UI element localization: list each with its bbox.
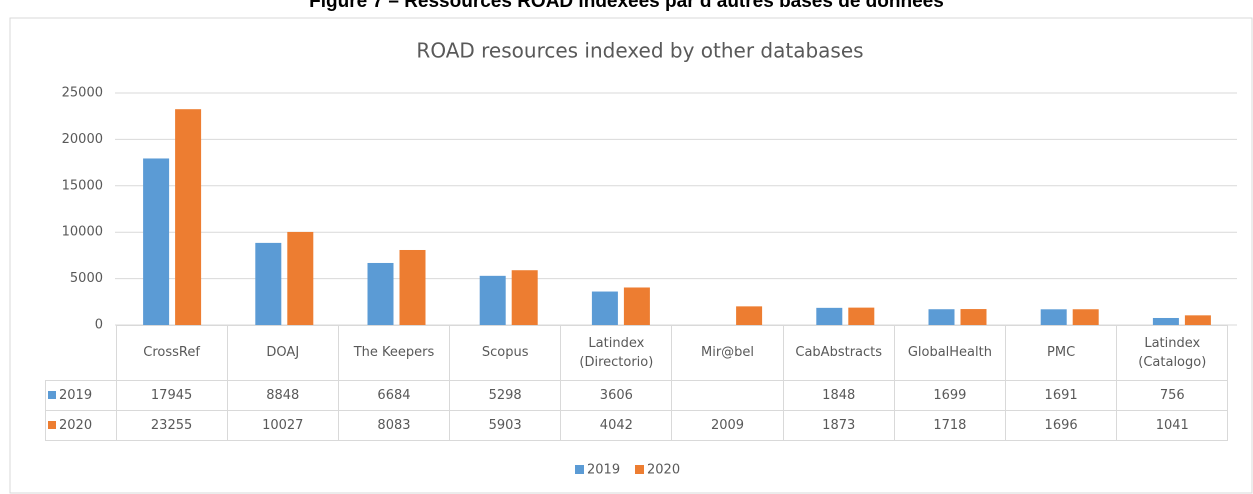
category-label: Latindex (Catalogo) xyxy=(1116,325,1229,381)
chart-title: ROAD resources indexed by other database… xyxy=(416,39,863,63)
bar xyxy=(623,287,650,325)
table-value: 4042 xyxy=(560,409,673,441)
series-label: 2019 xyxy=(59,387,93,403)
category-label: CrossRef xyxy=(115,325,228,381)
table-corner xyxy=(45,325,117,381)
table-value: 8848 xyxy=(226,379,339,411)
table-value: 1699 xyxy=(893,379,1007,411)
bar xyxy=(928,309,955,325)
table-value: 1691 xyxy=(1004,379,1118,411)
bar xyxy=(960,309,987,325)
category-label: Mir@bel xyxy=(671,325,784,381)
bar xyxy=(287,231,314,325)
category-label: Scopus xyxy=(449,325,562,381)
table-value: 5903 xyxy=(449,409,562,441)
table-value xyxy=(671,379,784,411)
table-row: 2020 23255 10027 8083 5903 4042 2009 1873 1718 16… xyxy=(45,409,1229,441)
table-value: 1873 xyxy=(782,409,895,441)
bar xyxy=(479,275,506,325)
data-table: CrossRef DOAJ The Keepers Scopus Latindex (D… xyxy=(45,325,1229,441)
table-value: 10027 xyxy=(226,409,339,441)
table-value: 756 xyxy=(1116,379,1229,411)
category-label: DOAJ xyxy=(226,325,339,381)
table-value: 3606 xyxy=(560,379,673,411)
page-title: Figure 7 – Ressources ROAD indexées par … xyxy=(309,0,944,12)
table-value: 17945 xyxy=(115,379,228,411)
series-label-cell: 2020 xyxy=(45,409,117,441)
bar xyxy=(175,109,202,325)
bar xyxy=(399,249,426,325)
category-label: PMC xyxy=(1004,325,1118,381)
bar xyxy=(511,270,538,325)
category-label: CabAbstracts xyxy=(782,325,895,381)
table-value: 1718 xyxy=(893,409,1007,441)
bar xyxy=(1184,315,1211,325)
category-label: GlobalHealth xyxy=(893,325,1007,381)
legend-key xyxy=(48,420,56,429)
category-label: The Keepers xyxy=(337,325,451,381)
y-tick-label: 15000 xyxy=(62,178,103,193)
bar xyxy=(143,158,170,325)
table-value: 5298 xyxy=(449,379,562,411)
bar xyxy=(848,307,875,325)
table-row: 2019 17945 8848 6684 5298 3606 1848 1699 1691 756 xyxy=(45,379,1229,411)
bar xyxy=(1040,309,1067,325)
legend-swatch xyxy=(575,465,584,474)
legend-swatch xyxy=(635,465,644,474)
table-value: 1848 xyxy=(782,379,895,411)
y-tick-label: 20000 xyxy=(62,132,103,147)
legend-key xyxy=(48,390,56,399)
bar xyxy=(367,262,394,325)
bar xyxy=(255,242,282,325)
y-tick-label: 10000 xyxy=(62,225,103,240)
table-value: 2009 xyxy=(671,409,784,441)
table-value: 23255 xyxy=(115,409,228,441)
category-label: Latindex (Directorio) xyxy=(560,325,673,381)
bar xyxy=(1072,309,1099,325)
table-value: 1696 xyxy=(1004,409,1118,441)
legend-label: 2020 xyxy=(647,463,680,478)
table-value: 8083 xyxy=(337,409,451,441)
y-tick-label: 25000 xyxy=(62,86,103,101)
legend-label: 2019 xyxy=(587,463,620,478)
table-value: 6684 xyxy=(337,379,451,411)
bar xyxy=(816,307,843,325)
table-value: 1041 xyxy=(1116,409,1229,441)
y-tick-label: 5000 xyxy=(70,271,103,286)
y-tick-label: 0 xyxy=(95,318,103,333)
bar xyxy=(736,306,763,325)
series-label-cell: 2019 xyxy=(45,379,117,411)
table-header-row: CrossRef DOAJ The Keepers Scopus Latindex (D… xyxy=(45,325,1229,381)
bar xyxy=(1152,317,1179,325)
bar xyxy=(591,291,618,325)
series-label: 2020 xyxy=(59,417,93,433)
